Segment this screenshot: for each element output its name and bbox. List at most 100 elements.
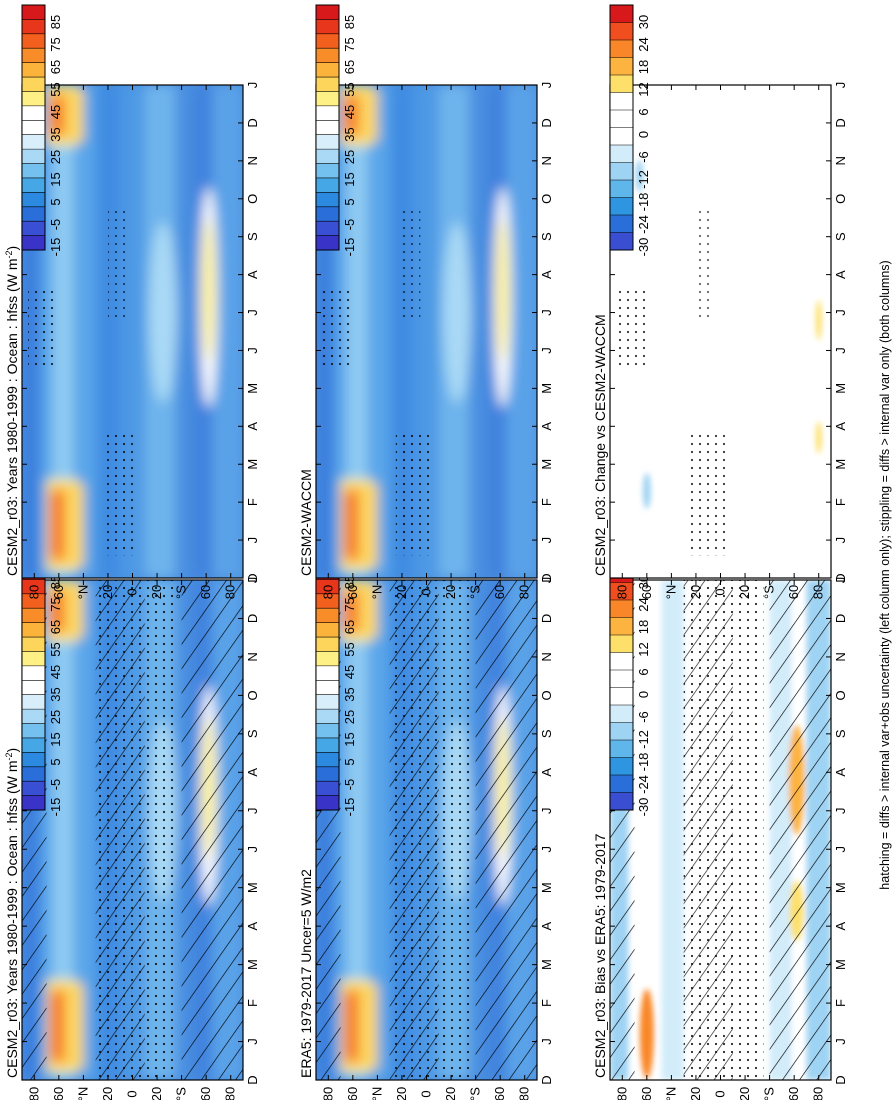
month-tick-label: N [539,652,554,661]
colorbar-swatch [610,5,633,23]
colorbar-swatch [22,120,45,136]
month-tick-label: J [245,537,260,544]
colorbar-swatch [316,723,339,739]
colorbar-swatch [610,775,633,793]
colorbar-label: 75 [342,597,357,611]
month-tick-label: J [833,1038,848,1045]
colorbar-label: -18 [636,753,651,772]
colorbar-swatch [22,680,45,696]
colorbar-swatch [316,105,339,121]
colorbar-label: 5 [48,198,63,205]
colorbar-swatch [316,33,339,49]
colorbar-label: 85 [342,15,357,29]
month-tick-label: J [833,846,848,853]
latitude-tick-label: 80 [320,1087,335,1100]
colorbar-swatch [610,127,633,146]
colorbar-label: 45 [48,105,63,119]
colorbar-label: 25 [342,710,357,724]
colorbar-label: 55 [342,642,357,656]
colorbar-label: 24 [636,597,651,611]
colorbar-swatch [22,206,45,222]
colorbar-swatch [22,105,45,121]
colorbar-swatch [610,792,633,811]
latitude-tick-label: 80 [320,585,335,599]
month-tick-label: J [539,808,554,815]
colorbar-label: 5 [342,758,357,765]
colorbar-swatch [316,91,339,107]
latitude-tick-label: 0 [125,588,140,595]
month-tick-label: J [833,537,848,544]
month-tick-label: S [539,232,554,241]
colorbar-label: 12 [636,642,651,656]
month-tick-label: D [833,1075,848,1084]
colorbar-swatch [22,19,45,35]
latitude-tick-label: °S [174,585,189,599]
latitude-tick-label: °S [762,585,777,599]
month-tick-label: J [833,82,848,89]
colorbar-label: 55 [48,642,63,656]
colorbar-swatch [610,600,633,618]
colorbar-swatch [610,652,633,671]
month-tick-label: D [539,573,554,582]
colorbar-label: -15 [342,238,357,257]
latitude-tick-label: 20 [394,1087,409,1100]
month-tick-label: F [833,498,848,506]
month-tick-label: A [833,422,848,431]
month-tick-label: D [245,118,260,127]
month-tick-label: O [539,690,554,700]
colorbar-label: -6 [636,711,651,723]
latitude-tick-label: 60 [492,1087,507,1100]
month-tick-label: M [245,959,260,970]
month-tick-label: S [245,232,260,241]
month-tick-label: J [539,347,554,354]
latitude-tick-label: 60 [492,585,507,599]
colorbar-swatch [22,737,45,753]
colorbar-swatch [22,579,45,595]
month-tick-label: J [245,347,260,354]
month-tick-label: A [539,768,554,777]
month-tick-label: M [539,882,554,893]
month-tick-label: A [833,270,848,279]
panel-title: ERA5: 1979-2017 Uncer=5 W/m2 [298,869,314,1078]
month-tick-label: A [245,422,260,431]
colorbar-label: 65 [48,620,63,634]
latitude-tick-label: °N [75,585,90,600]
latitude-tick-label: 20 [737,1087,752,1100]
colorbar-swatch [610,197,633,216]
colorbar-swatch [316,134,339,150]
colorbar-swatch [316,177,339,193]
colorbar-swatch [610,740,633,758]
colorbar: 85 75 65 55 45 35 25 15 5 -5 -15 [315,4,357,257]
month-tick-label: J [245,846,260,853]
colorbar-swatch [610,215,633,233]
colorbar-label: -18 [636,193,651,212]
month-tick-label: J [245,577,260,584]
colorbar-swatch [22,723,45,739]
colorbar-swatch [316,766,339,782]
colorbar-label: -30 [636,798,651,817]
month-tick-label: M [539,383,554,394]
month-tick-label: M [539,959,554,970]
colorbar-swatch [22,149,45,165]
colorbar-swatch [22,593,45,609]
month-tick-label: M [245,882,260,893]
latitude-tick-label: 80 [26,1087,41,1100]
colorbar-swatch [316,593,339,609]
colorbar: 85 75 65 55 45 35 25 15 5 -5 -15 [21,4,63,257]
colorbar-swatch [610,757,633,776]
colorbar-swatch [22,5,45,20]
colorbar-label: 24 [636,37,651,51]
colorbar-swatch [610,92,633,111]
colorbar-swatch [316,752,339,768]
month-tick-label: J [245,808,260,815]
colorbar-swatch [316,120,339,136]
colorbar-label: -15 [48,238,63,257]
month-tick-label: S [833,232,848,241]
hatching-overlay [316,580,537,1080]
month-tick-label: M [833,459,848,470]
colorbar-swatch [22,665,45,681]
